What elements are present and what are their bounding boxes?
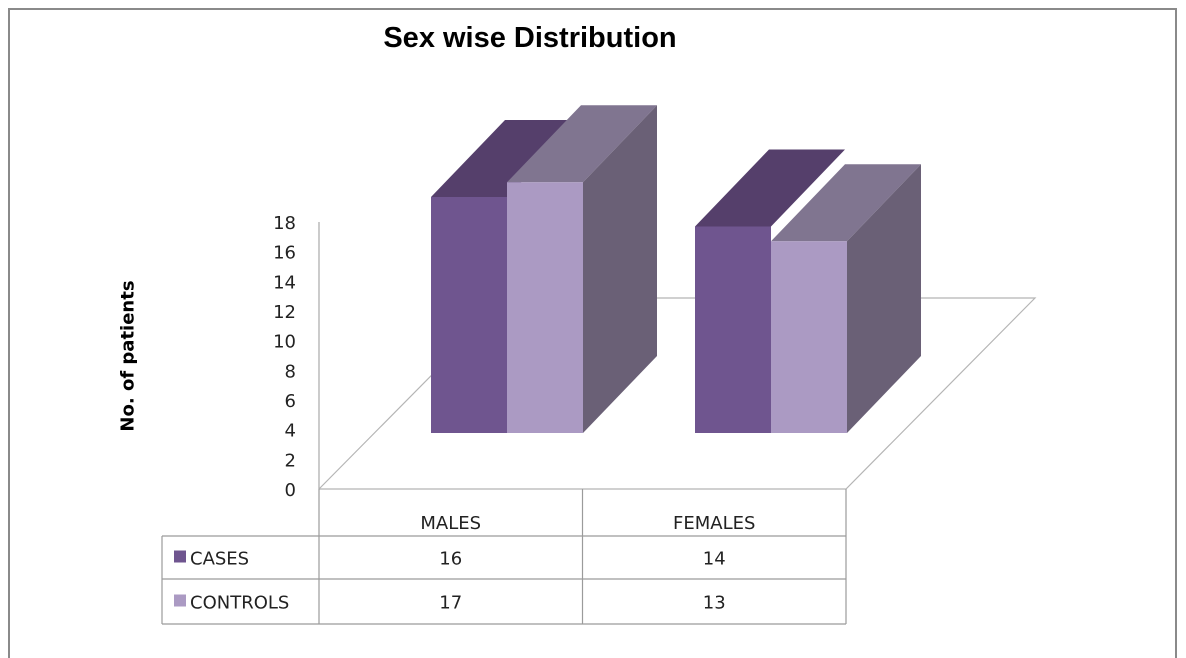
- legend-label-controls: CONTROLS: [190, 593, 289, 614]
- bar-controls-males: [507, 182, 583, 433]
- table-cell-cases-females: 14: [703, 549, 726, 570]
- y-tick-label: 6: [285, 391, 296, 412]
- table-header-males: MALES: [420, 513, 481, 534]
- bar-top-cases-females: [695, 149, 845, 227]
- y-tick-label: 2: [285, 450, 296, 471]
- floor-layer: [318, 297, 1037, 490]
- table-cell-cases-males: 16: [439, 549, 462, 570]
- data-table: MALES FEMALES CASES 16 14 CONTROLS 17 13: [161, 489, 847, 625]
- chart-title: Sex wise Distribution: [383, 22, 677, 54]
- y-tick-label: 16: [273, 243, 296, 264]
- y-tick-label: 8: [285, 361, 296, 382]
- bar-controls-females: [771, 241, 847, 433]
- y-tick-label: 12: [273, 302, 296, 323]
- bar-side-females: [847, 164, 921, 433]
- bar-side-males: [583, 105, 657, 433]
- y-tick-label: 10: [273, 332, 296, 353]
- table-vlines: [318, 489, 847, 624]
- table-cell-controls-males: 17: [439, 593, 462, 614]
- bars-layer: [431, 105, 921, 433]
- legend-swatch-controls: [174, 594, 186, 607]
- floor-outline: [319, 297, 1037, 490]
- table-hlines: [161, 535, 846, 625]
- y-tick-label: 4: [285, 421, 296, 442]
- table-cell-controls-females: 13: [703, 593, 726, 614]
- bar-cases-females: [695, 226, 771, 433]
- y-tick-label: 14: [273, 272, 296, 293]
- table-header-females: FEMALES: [673, 513, 755, 534]
- bar-top-controls-females: [771, 164, 921, 242]
- legend-swatch-cases: [174, 550, 186, 563]
- y-tick-label: 18: [273, 213, 296, 234]
- bar-cases-males: [431, 197, 507, 433]
- legend-label-cases: CASES: [190, 549, 249, 570]
- bar-top-cases-males: [431, 120, 581, 197]
- y-tick-label: 0: [285, 480, 296, 501]
- y-axis: 0 2 4 6 8 10 12 14 16 18: [273, 213, 320, 501]
- bar-top-controls-males: [507, 105, 657, 183]
